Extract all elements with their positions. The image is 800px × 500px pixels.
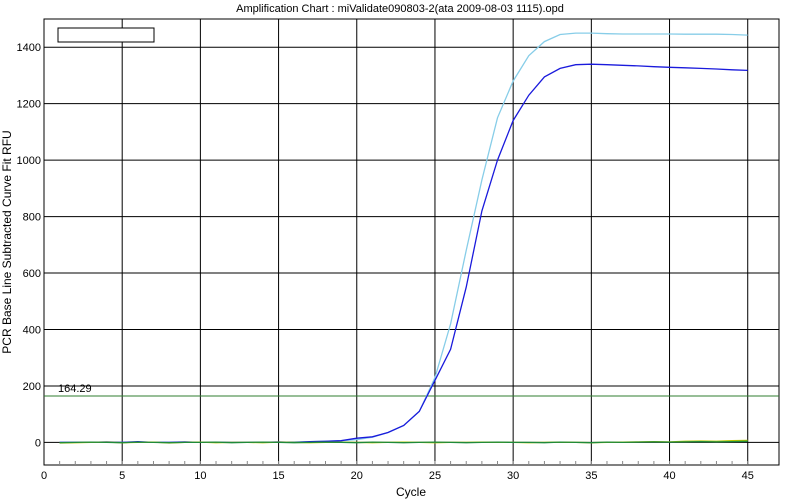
y-tick-label: 400 [23, 325, 41, 337]
x-tick-label: 0 [41, 470, 47, 482]
x-tick-label: 15 [272, 470, 284, 482]
y-tick-label: 1400 [17, 42, 41, 54]
y-tick-label: 200 [23, 381, 41, 393]
plot-area [43, 18, 780, 466]
x-tick-label: 45 [742, 470, 754, 482]
series-layer [59, 32, 748, 444]
series-line-4[interactable] [59, 440, 748, 444]
y-tick-label: 1200 [17, 99, 41, 111]
x-tick-label: 40 [663, 470, 675, 482]
legend-box[interactable] [57, 27, 155, 43]
y-tick-label: 0 [35, 437, 41, 449]
y-tick-label: 1000 [17, 155, 41, 167]
x-tick-label: 30 [507, 470, 519, 482]
x-tick-label: 25 [429, 470, 441, 482]
y-tick-label: 800 [23, 212, 41, 224]
x-axis-title: Cycle [396, 485, 426, 499]
y-tick-labels: 0 200 400 600 800 1000 1200 1400 [17, 42, 41, 449]
x-tick-labels: 0 5 10 15 20 25 30 35 40 45 [41, 470, 754, 482]
x-tick-label: 20 [351, 470, 363, 482]
x-tick-label: 5 [119, 470, 125, 482]
chart-title: Amplification Chart : miValidate090803-2… [236, 3, 564, 15]
y-axis-title: PCR Base Line Subtracted Curve Fit RFU [0, 130, 14, 353]
y-tick-label: 600 [23, 268, 41, 280]
grid [44, 19, 779, 465]
x-tick-label: 35 [585, 470, 597, 482]
minor-ticks [59, 461, 749, 465]
threshold-label: 164.29 [58, 383, 92, 395]
x-tick-label: 10 [194, 470, 206, 482]
